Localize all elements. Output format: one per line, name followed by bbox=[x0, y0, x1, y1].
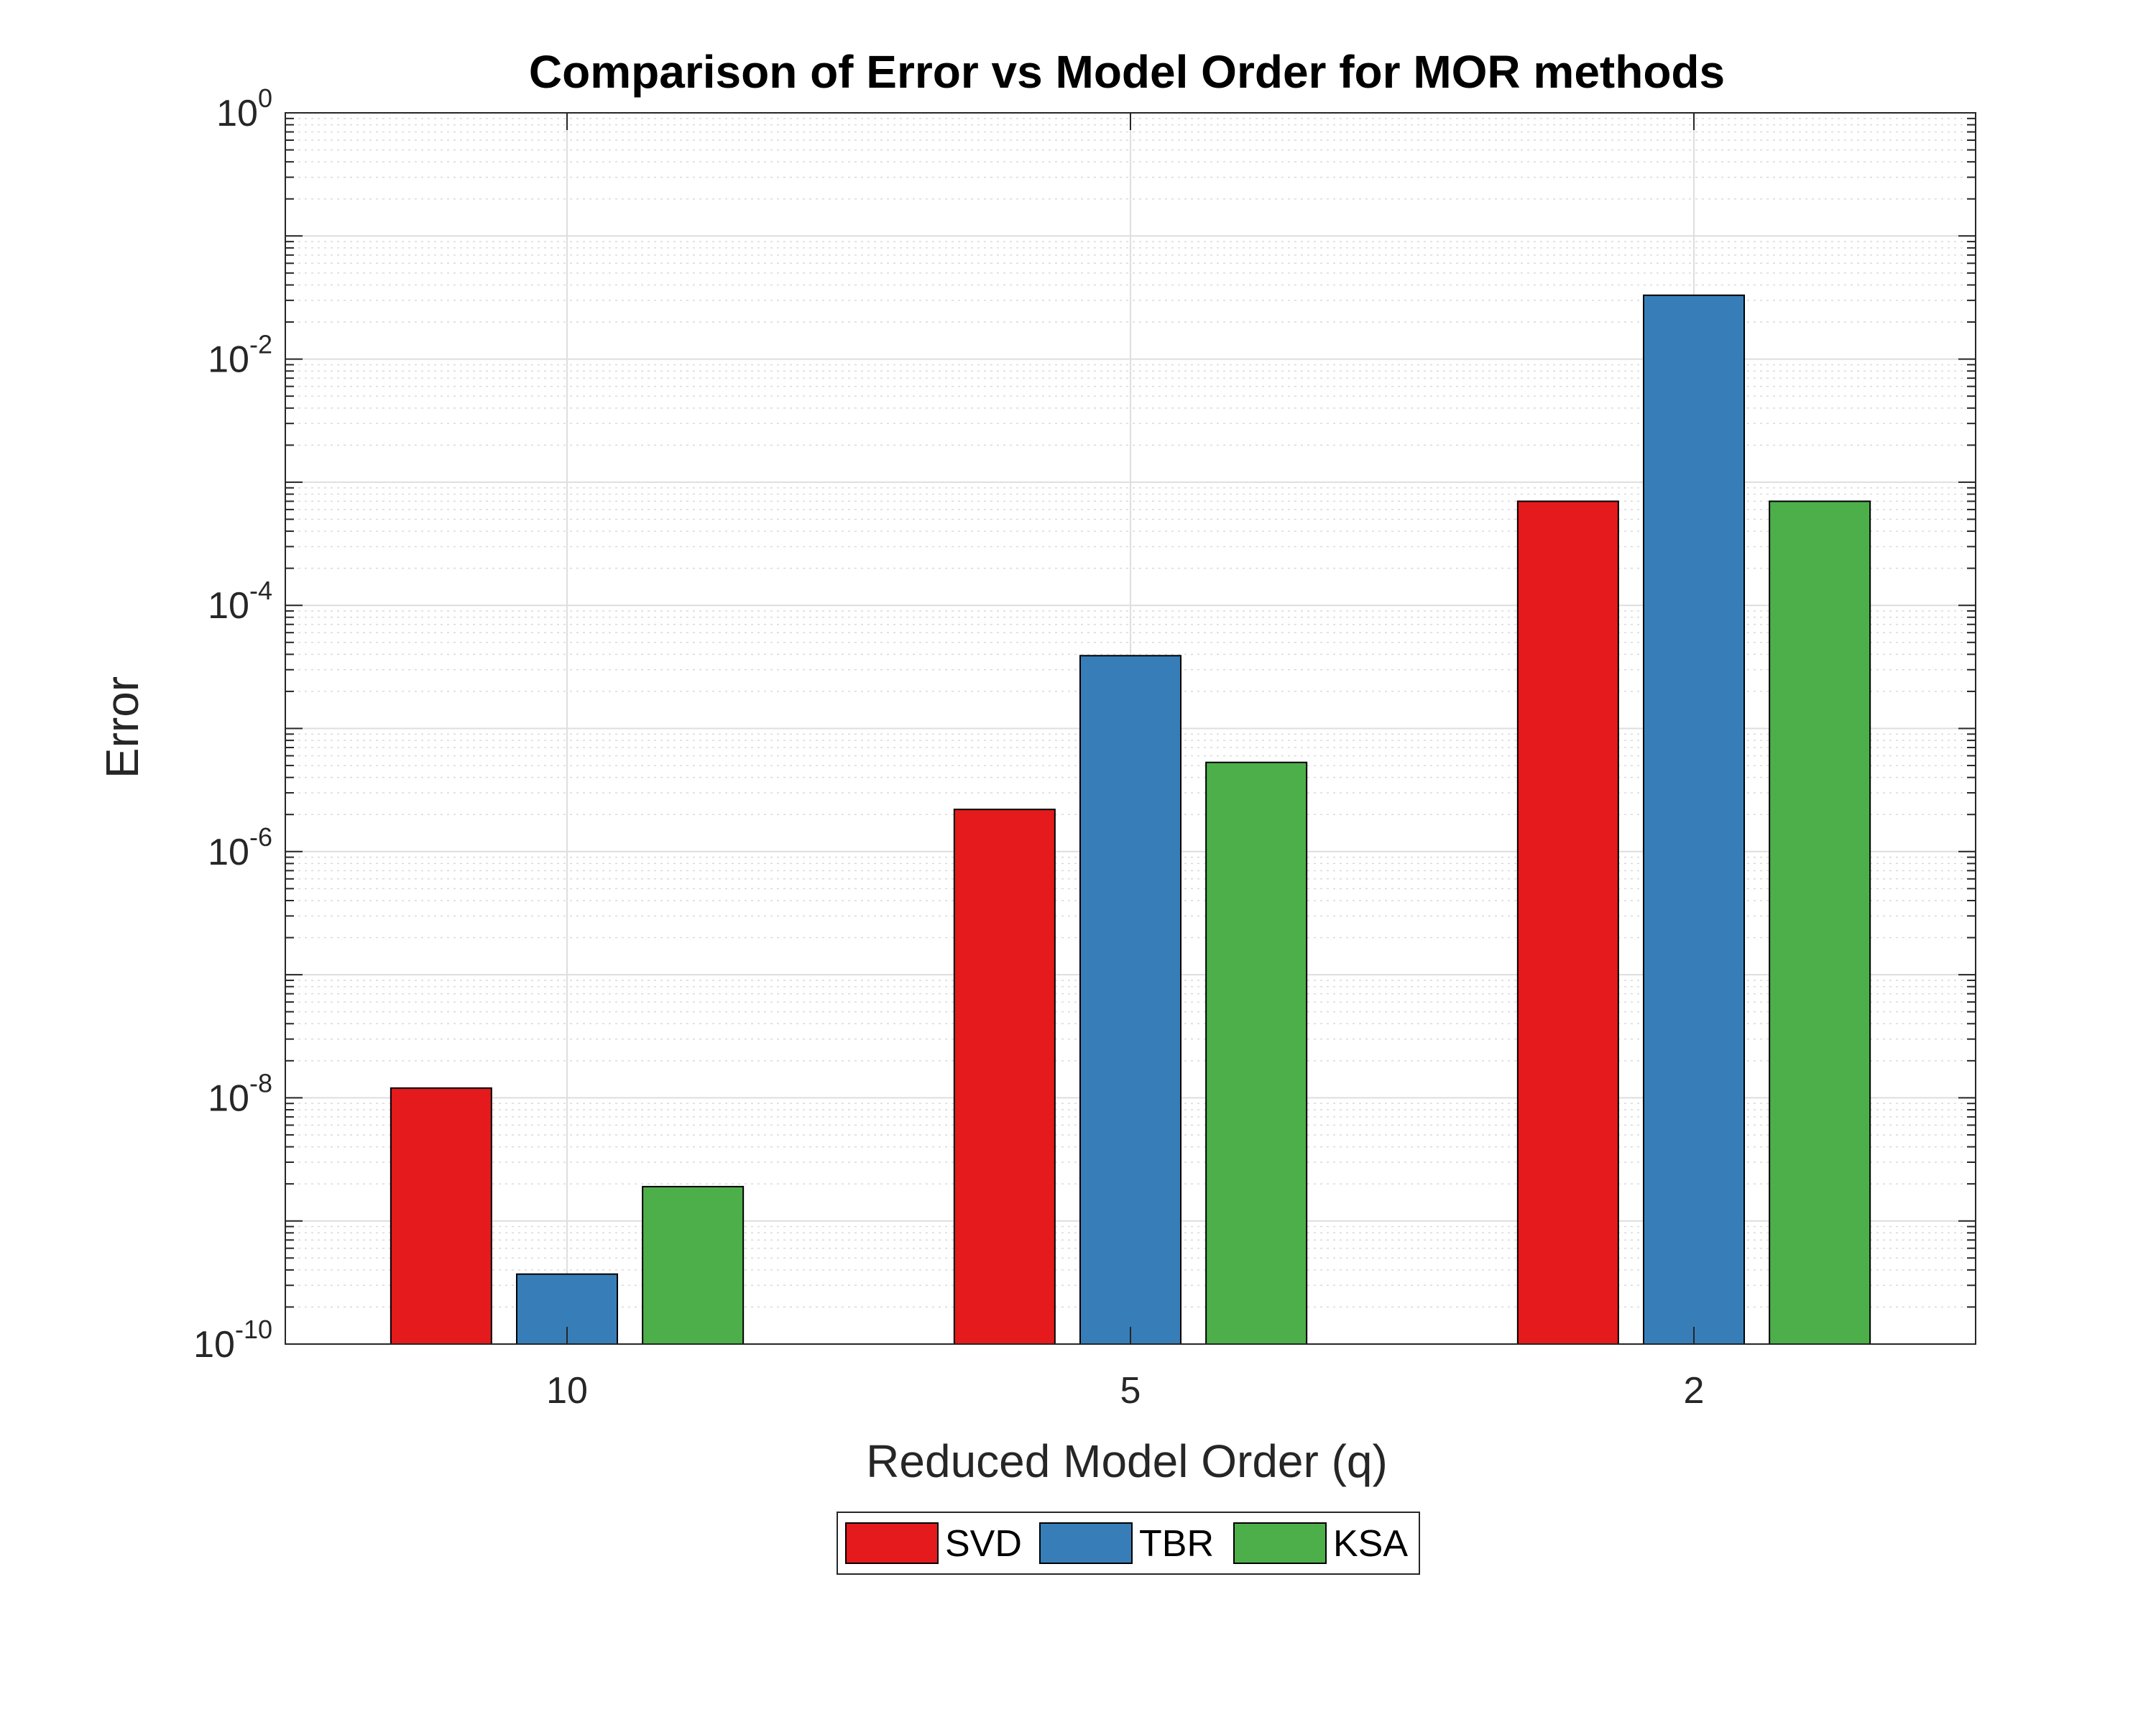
legend-label-tbr: TBR bbox=[1139, 1523, 1214, 1565]
y-tick-base: 10 bbox=[208, 832, 249, 873]
y-tick-exponent: -8 bbox=[249, 1068, 272, 1098]
y-axis-label: Error bbox=[96, 676, 148, 778]
y-tick-exponent: -2 bbox=[249, 330, 272, 359]
x-tick-label: 2 bbox=[1684, 1370, 1705, 1412]
y-tick-base: 10 bbox=[208, 1077, 249, 1119]
y-tick-label: 10-2 bbox=[208, 330, 272, 381]
y-tick-label: 100 bbox=[216, 83, 272, 134]
bar-svd-5 bbox=[953, 809, 1056, 1345]
bar-tbr-5 bbox=[1079, 655, 1182, 1345]
y-tick-base: 10 bbox=[193, 1324, 235, 1366]
bar-ksa-10 bbox=[642, 1185, 745, 1345]
legend-swatch-tbr bbox=[1039, 1522, 1133, 1564]
legend-swatch-svd bbox=[845, 1522, 939, 1564]
y-tick-label: 10-8 bbox=[208, 1068, 272, 1119]
legend: SVD TBR KSA bbox=[837, 1512, 1420, 1575]
bar-ksa-5 bbox=[1205, 761, 1308, 1345]
legend-label-ksa: KSA bbox=[1333, 1523, 1408, 1565]
x-tick-label: 5 bbox=[1120, 1370, 1141, 1412]
y-tick-exponent: -4 bbox=[249, 576, 272, 605]
y-tick-exponent: -6 bbox=[249, 822, 272, 852]
legend-label-svd: SVD bbox=[945, 1523, 1022, 1565]
y-tick-label: 10-6 bbox=[208, 822, 272, 873]
y-tick-base: 10 bbox=[208, 585, 249, 627]
legend-swatch-ksa bbox=[1233, 1522, 1327, 1564]
x-tick-label: 10 bbox=[546, 1370, 588, 1412]
y-tick-label: 10-10 bbox=[193, 1315, 272, 1366]
y-tick-exponent: 0 bbox=[258, 83, 272, 113]
bar-ksa-2 bbox=[1769, 500, 1871, 1345]
x-axis-label: Reduced Model Order (q) bbox=[866, 1435, 1388, 1487]
y-tick-label: 10-4 bbox=[208, 576, 272, 627]
bar-tbr-2 bbox=[1642, 294, 1746, 1345]
y-tick-base: 10 bbox=[216, 93, 258, 134]
chart-title: Comparison of Error vs Model Order for M… bbox=[529, 46, 1725, 98]
bars bbox=[390, 294, 1871, 1346]
bar-svd-10 bbox=[390, 1087, 492, 1346]
axis-ticks bbox=[285, 112, 1976, 1345]
x-tick-labels: 10 5 2 bbox=[546, 1370, 1704, 1412]
y-tick-exponent: -10 bbox=[235, 1315, 272, 1344]
y-tick-base: 10 bbox=[208, 339, 249, 381]
bar-svd-2 bbox=[1516, 500, 1619, 1345]
